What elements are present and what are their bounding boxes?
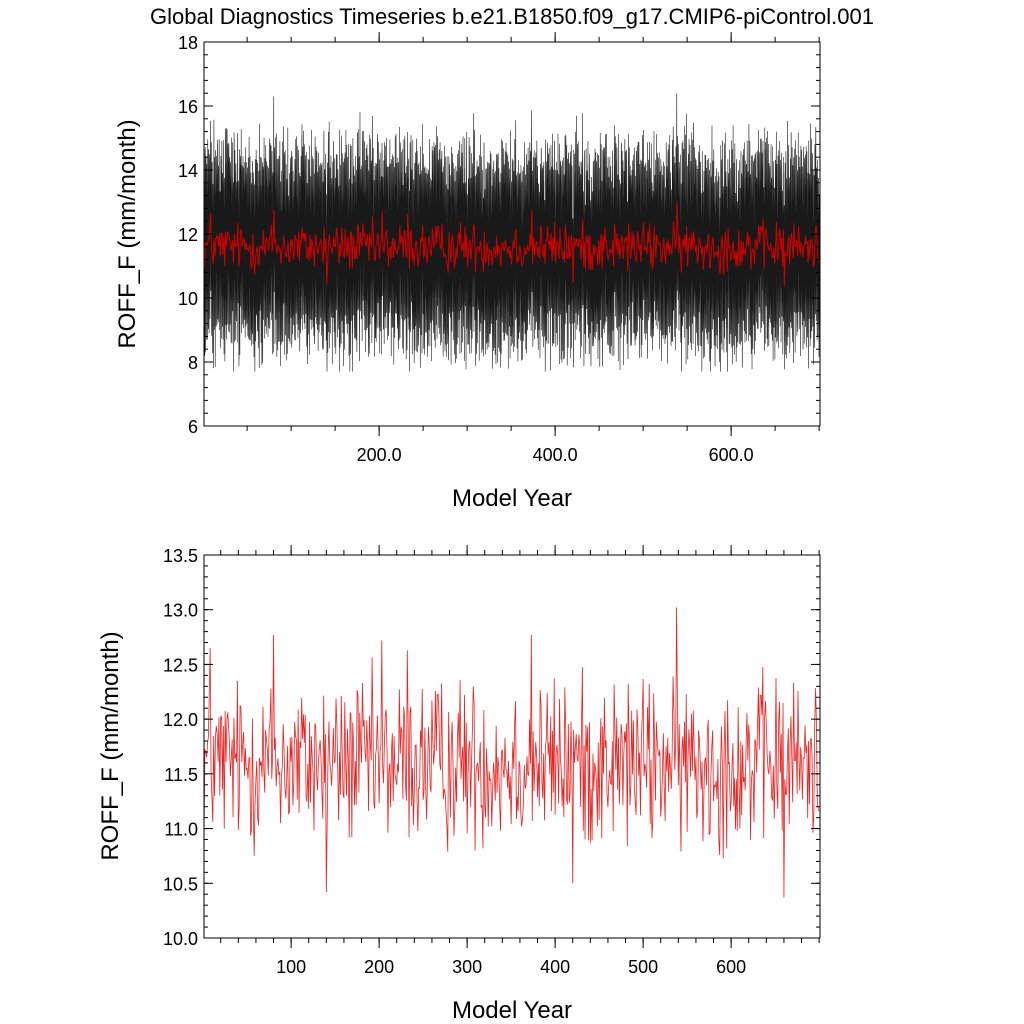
monthly-and-annual-panel: 6 8 10 12 14 16 18 200.0 400.0 600.0 Model Year R…: [114, 32, 821, 512]
x-tick-label: 200: [364, 957, 394, 977]
bottom-axis-ticks: 10.0 10.5 11.0 11.5 12.0 12.5 13.0 13.5 100 200 30…: [163, 545, 820, 977]
x-tick-label: 500: [628, 957, 658, 977]
y-tick-label: 12.0: [163, 710, 198, 730]
annual-series-line: [203, 607, 820, 898]
x-tick-label: 200.0: [357, 445, 402, 465]
y-tick-label: 8: [188, 353, 198, 373]
monthly-series-line: [203, 93, 821, 372]
x-tick-label: 600: [716, 957, 746, 977]
annual-series-line-top: [203, 201, 820, 287]
y-tick-label: 18: [178, 33, 198, 53]
top-x-axis-label: Model Year: [452, 485, 572, 512]
x-tick-label: 300: [452, 957, 482, 977]
top-y-axis-label: ROFF_F (mm/month): [114, 119, 141, 348]
bottom-y-axis-label: ROFF_F (mm/month): [97, 631, 124, 860]
y-tick-label: 12.5: [163, 655, 198, 675]
y-tick-label: 10: [178, 289, 198, 309]
y-tick-label: 10.5: [163, 874, 198, 894]
bottom-x-axis-label: Model Year: [452, 997, 572, 1024]
y-tick-label: 11.5: [164, 765, 198, 785]
y-tick-label: 16: [178, 97, 198, 117]
y-tick-label: 13.5: [163, 546, 198, 566]
top-series-layer: [203, 93, 821, 372]
y-tick-label: 13.0: [163, 601, 198, 621]
y-tick-label: 12: [178, 225, 198, 245]
x-tick-label: 100: [276, 957, 306, 977]
bottom-series-layer: [203, 607, 820, 898]
bottom-plot-frame: [203, 554, 821, 939]
annual-mean-panel: 10.0 10.5 11.0 11.5 12.0 12.5 13.0 13.5 100 200 30…: [97, 545, 821, 1024]
x-tick-label: 600.0: [709, 445, 754, 465]
y-tick-label: 11.0: [164, 820, 198, 840]
top-axis-ticks: 6 8 10 12 14 16 18 200.0 400.0 600.0: [178, 32, 820, 465]
x-tick-label: 400.0: [533, 445, 578, 465]
y-tick-label: 6: [188, 417, 198, 437]
figure-title: Global Diagnostics Timeseries b.e21.B185…: [150, 4, 874, 29]
x-tick-label: 400: [540, 957, 570, 977]
y-tick-label: 14: [178, 161, 198, 181]
y-tick-label: 10.0: [163, 929, 198, 949]
